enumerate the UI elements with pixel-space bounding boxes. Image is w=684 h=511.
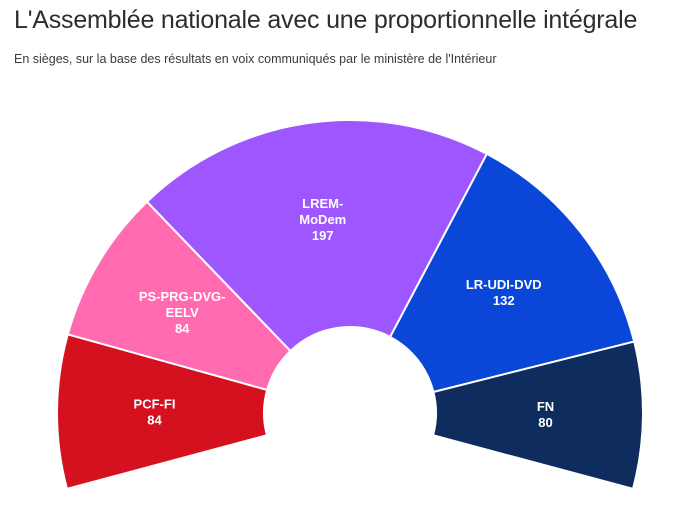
segment-name: EELV — [166, 305, 199, 320]
segment-lrem-modem — [145, 119, 489, 353]
segment-value: 80 — [538, 415, 552, 430]
segment-fn — [431, 340, 644, 491]
segment-value: 132 — [493, 293, 515, 308]
segment-name: PCF-FI — [134, 397, 176, 412]
segment-value: 197 — [312, 228, 334, 243]
segment-name: LR-UDI-DVD — [466, 277, 542, 292]
segment-value: 84 — [175, 321, 190, 336]
segment-pcf-fi — [56, 333, 269, 491]
segment-lr-udi-dvd — [388, 152, 636, 394]
chart-title: L'Assemblée nationale avec une proportio… — [14, 6, 638, 34]
segment-name: FN — [537, 399, 554, 414]
segment-name: PS-PRG-DVG- — [139, 289, 226, 304]
chart-subtitle: En sièges, sur la base des résultats en … — [14, 52, 497, 66]
segment-name: LREM- — [302, 196, 343, 211]
segment-ps-prg-dvg-eelv — [66, 200, 292, 392]
segment-name: MoDem — [299, 212, 346, 227]
segment-value: 84 — [147, 413, 162, 428]
